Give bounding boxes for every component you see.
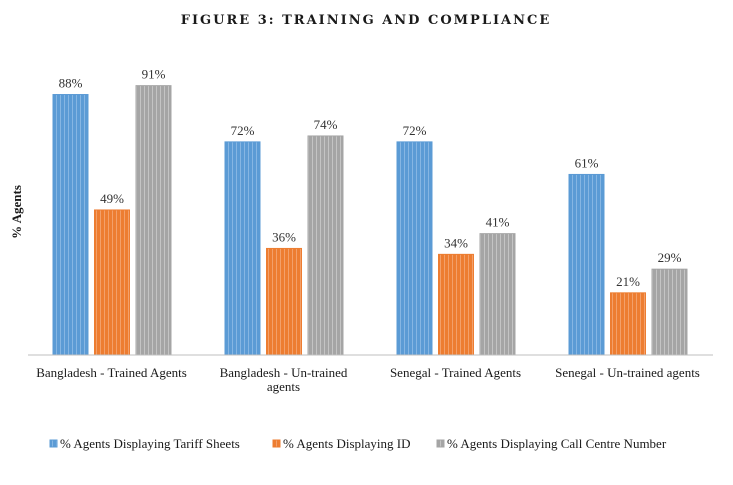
bar-s1-c3 (610, 292, 646, 356)
bar-s2-c1 (307, 135, 344, 356)
bar-s0-c2 (396, 141, 433, 356)
data-label-s2-c0: 91% (142, 67, 166, 82)
data-label-s0-c2: 72% (403, 123, 427, 138)
category-labels: Bangladesh - Trained Agents Bangladesh - … (36, 365, 700, 394)
bar-s2-c3 (651, 268, 688, 356)
data-label-s2-c3: 29% (658, 250, 682, 265)
bar-s0-c3 (568, 173, 605, 356)
category-label-2: Senegal - Trained Agents (390, 365, 521, 380)
bar-s1-c0 (94, 209, 130, 356)
legend-label-2: % Agents Displaying Call Centre Number (447, 436, 667, 451)
legend-label-0: % Agents Displaying Tariff Sheets (60, 436, 240, 451)
data-label-s1-c2: 34% (444, 235, 468, 250)
data-label-s0-c1: 72% (231, 123, 255, 138)
legend: % Agents Displaying Tariff Sheets % Agent… (49, 436, 667, 451)
category-label-3: Senegal - Un-trained agents (555, 365, 700, 380)
legend-swatch-2 (436, 439, 445, 448)
bar-s2-c2 (479, 233, 516, 356)
category-label-0: Bangladesh - Trained Agents (36, 365, 187, 380)
data-label-s1-c3: 21% (616, 274, 640, 289)
bar-s2-c0 (135, 85, 172, 356)
data-label-s0-c3: 61% (575, 155, 599, 170)
chart-title: FIGURE 3: TRAINING AND COMPLIANCE (181, 13, 552, 28)
data-label-s2-c2: 41% (486, 215, 510, 230)
legend-swatch-0 (49, 439, 58, 448)
y-axis-label: % Agents (9, 185, 24, 239)
bar-s1-c2 (438, 253, 474, 356)
data-label-s2-c1: 74% (314, 117, 338, 132)
data-label-s1-c0: 49% (100, 191, 124, 206)
legend-swatch-1 (272, 439, 281, 448)
bar-s0-c1 (224, 141, 261, 356)
legend-label-1: % Agents Displaying ID (283, 436, 410, 451)
bar-s0-c0 (52, 94, 89, 356)
bar-s1-c1 (266, 247, 302, 356)
bars-group: 88% 72% 72% 61% 49% 36% 34% 21% 91% 74% 41% 29% (52, 67, 688, 356)
data-label-s0-c0: 88% (59, 76, 83, 91)
category-label-1: Bangladesh - Un-trained agents (220, 365, 348, 394)
data-label-s1-c1: 36% (272, 229, 296, 244)
